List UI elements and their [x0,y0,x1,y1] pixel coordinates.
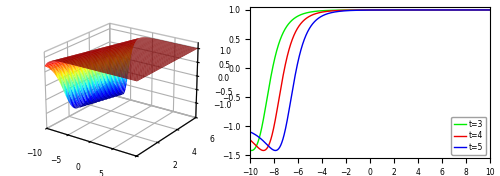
t=4 [247,139,253,141]
Line: t=4: t=4 [250,10,490,150]
t=3 [247,149,253,151]
t=4 [487,9,493,11]
t=5 [412,9,418,11]
t=5 [438,9,444,11]
Legend: t=3, t=4, t=5: t=3, t=4, t=5 [451,117,486,155]
t=4 [353,9,359,11]
t=4 [344,9,350,11]
t=3 [272,57,278,59]
t=5 [353,9,359,11]
t=4 [412,9,418,11]
t=5 [487,9,493,11]
t=5 [272,149,278,152]
t=3 [487,9,493,11]
t=3 [438,9,444,11]
t=3 [248,149,254,152]
t=5 [247,131,253,133]
t=3 [353,9,359,11]
t=3 [344,9,350,11]
t=4 [438,9,444,11]
t=5 [344,10,350,12]
Line: t=3: t=3 [250,10,490,150]
t=4 [260,149,266,152]
Line: t=5: t=5 [250,10,490,150]
t=5 [272,149,278,151]
t=4 [434,9,440,11]
t=3 [412,9,418,11]
t=4 [272,122,278,124]
t=3 [434,9,440,11]
t=5 [434,9,440,11]
